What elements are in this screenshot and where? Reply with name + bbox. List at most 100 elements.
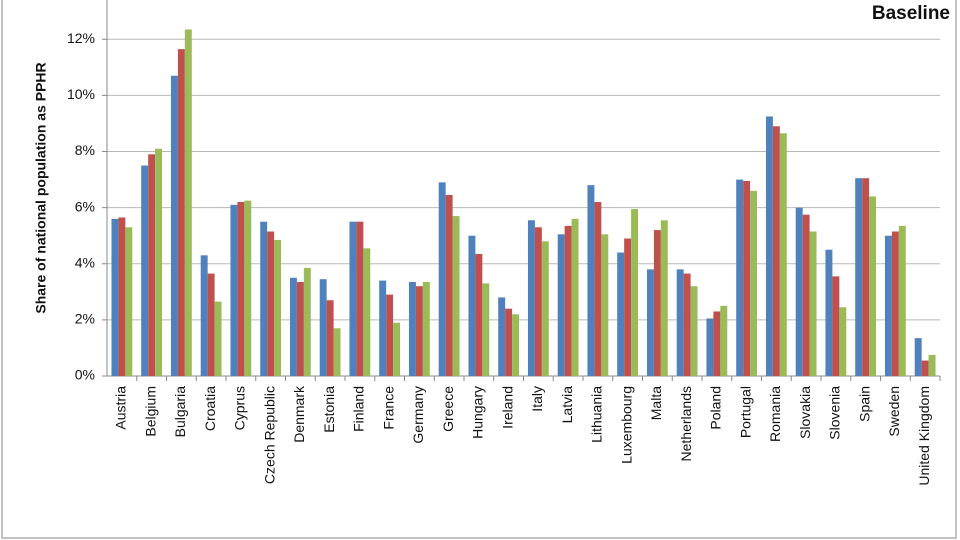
bar	[587, 185, 595, 376]
bar	[141, 165, 149, 376]
bar	[177, 49, 185, 376]
bar	[349, 221, 357, 376]
bar	[260, 221, 268, 376]
bar	[624, 238, 632, 376]
bar	[601, 234, 609, 376]
bar	[379, 280, 387, 376]
bar	[541, 241, 549, 376]
x-tick-label: United Kingdom	[916, 386, 932, 486]
bar	[660, 220, 668, 376]
bar	[713, 311, 721, 376]
x-tick-label: Belgium	[142, 386, 158, 437]
y-tick-label: 10%	[67, 86, 95, 102]
bar	[914, 338, 922, 376]
x-tick-label: Portugal	[737, 386, 753, 438]
x-tick-label: Lithuania	[589, 386, 605, 443]
bar	[356, 221, 364, 376]
bar	[891, 231, 899, 376]
bar	[527, 220, 535, 376]
y-tick-label: 6%	[75, 198, 95, 214]
bar	[884, 235, 892, 376]
bar	[750, 190, 758, 376]
bar	[594, 202, 602, 376]
x-tick-label: Cyprus	[232, 386, 248, 430]
bar	[155, 148, 163, 376]
bar	[743, 180, 751, 376]
bar	[148, 154, 156, 376]
bar	[564, 225, 572, 376]
x-tick-label: Malta	[648, 386, 664, 420]
x-tick-label: Slovakia	[797, 386, 813, 439]
x-tick-label: Hungary	[470, 386, 486, 439]
bar	[862, 178, 870, 376]
bar	[289, 277, 297, 376]
bar	[617, 252, 625, 376]
bar	[779, 133, 787, 376]
bar	[274, 239, 282, 376]
bar	[869, 196, 877, 376]
bar	[809, 231, 817, 376]
bar	[646, 269, 654, 376]
bar	[303, 267, 311, 376]
bar	[230, 204, 238, 376]
bar	[363, 248, 371, 376]
bar	[333, 328, 341, 376]
bar	[557, 234, 565, 376]
bar	[631, 209, 639, 376]
bar	[505, 308, 513, 376]
bar	[184, 29, 192, 377]
x-tick-label: Romania	[767, 386, 783, 442]
x-tick-label: Sweden	[886, 386, 902, 437]
x-tick-label: Ireland	[499, 386, 515, 429]
bar	[125, 227, 133, 376]
bar	[512, 314, 520, 376]
x-tick-label: Czech Republic	[261, 386, 277, 484]
y-axis-label: Share of national population as PPHR	[33, 62, 49, 313]
bar	[319, 279, 327, 376]
x-tick-label: Greece	[440, 386, 456, 432]
x-tick-label: Italy	[529, 386, 545, 412]
bar	[438, 182, 446, 376]
bar	[571, 218, 579, 376]
bar	[802, 214, 810, 376]
x-tick-label: Austria	[113, 386, 129, 430]
bar	[207, 273, 215, 376]
chart-title: Baseline	[872, 3, 950, 24]
bar	[825, 249, 833, 376]
bar	[244, 200, 252, 376]
x-tick-label: Luxembourg	[618, 386, 634, 464]
bar	[676, 269, 684, 376]
x-tick-label: Spain	[856, 386, 872, 422]
x-tick-label: Estonia	[321, 386, 337, 433]
y-tick-label: 2%	[75, 311, 95, 327]
bar	[795, 207, 803, 376]
bar	[683, 273, 691, 376]
bar	[482, 283, 490, 376]
y-tick-label: 4%	[75, 254, 95, 270]
bar	[468, 235, 476, 376]
bar	[326, 300, 334, 376]
bar	[393, 322, 401, 376]
bar	[452, 216, 460, 376]
bar	[898, 225, 906, 376]
bar	[475, 253, 483, 376]
bar	[498, 297, 506, 376]
x-tick-label: Netherlands	[678, 386, 694, 462]
x-tick-label: Bulgaria	[172, 386, 188, 438]
bar	[706, 318, 714, 376]
x-tick-label: Poland	[708, 386, 724, 430]
x-tick-label: Croatia	[202, 386, 218, 431]
y-tick-label: 12%	[67, 30, 95, 46]
bar	[832, 276, 840, 376]
bar	[111, 218, 119, 376]
bar	[422, 282, 430, 376]
bar	[214, 301, 222, 376]
bar	[415, 286, 423, 376]
bar	[445, 195, 453, 376]
bar	[928, 354, 936, 376]
y-tick-label: 0%	[75, 367, 95, 383]
bar	[765, 116, 773, 377]
